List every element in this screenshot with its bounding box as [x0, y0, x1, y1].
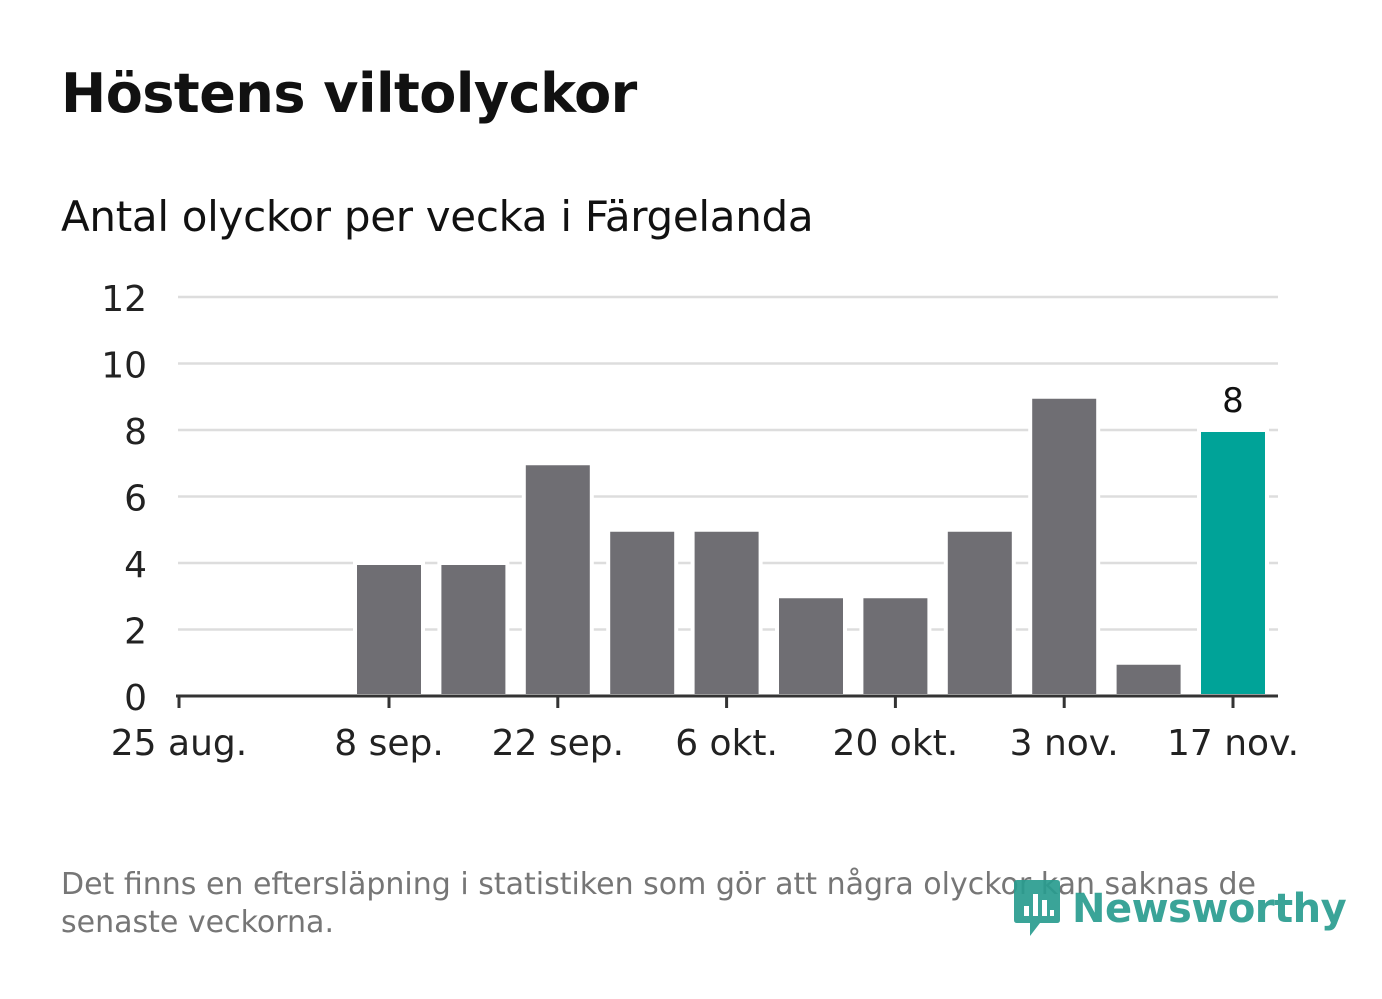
- bar: [1028, 394, 1101, 698]
- x-tick-label: 8 sep.: [334, 723, 444, 764]
- bar: [1112, 660, 1185, 698]
- logo-text: Newsworthy: [1072, 886, 1347, 932]
- y-tick-label: 0: [124, 678, 147, 719]
- bar: [521, 461, 594, 698]
- bar: [437, 561, 510, 698]
- bar: [859, 594, 932, 698]
- y-tick-label: 8: [124, 412, 147, 453]
- bar-chart: 0 2 4 6 8 10 12 25 aug. 8 sep. 22 sep. 6 okt. 20 o…: [101, 279, 1299, 764]
- y-tick-label: 2: [124, 612, 147, 653]
- bar-highlight: [1197, 428, 1269, 698]
- bars: [353, 394, 1269, 698]
- data-labels: 8: [1222, 381, 1244, 421]
- y-tick-label: 6: [124, 479, 147, 520]
- y-tick-label: 10: [101, 346, 147, 387]
- y-tick-label: 4: [124, 545, 147, 586]
- bar: [690, 527, 763, 698]
- bar: [943, 527, 1016, 698]
- x-tick-label: 20 okt.: [833, 723, 959, 764]
- bar: [353, 561, 425, 698]
- chart-subtitle: Antal olyckor per vecka i Färgelanda: [61, 192, 814, 241]
- data-label: 8: [1222, 381, 1244, 421]
- x-tick-label: 22 sep.: [492, 723, 624, 764]
- newsworthy-logo: Newsworthy: [1012, 876, 1347, 942]
- x-tick-label: 3 nov.: [1010, 723, 1119, 764]
- bar: [775, 594, 847, 698]
- newsworthy-logo-icon: [1014, 880, 1060, 936]
- bar: [606, 527, 679, 698]
- x-axis-ticks: 25 aug. 8 sep. 22 sep. 6 okt. 20 okt. 3 nov. 1…: [111, 696, 1299, 764]
- y-axis-tick-labels: 0 2 4 6 8 10 12: [101, 279, 147, 719]
- y-tick-label: 12: [101, 279, 147, 320]
- x-tick-label: 6 okt.: [675, 723, 778, 764]
- chart-title: Höstens viltolyckor: [61, 62, 637, 125]
- x-tick-label: 17 nov.: [1167, 723, 1299, 764]
- x-tick-label: 25 aug.: [111, 723, 247, 764]
